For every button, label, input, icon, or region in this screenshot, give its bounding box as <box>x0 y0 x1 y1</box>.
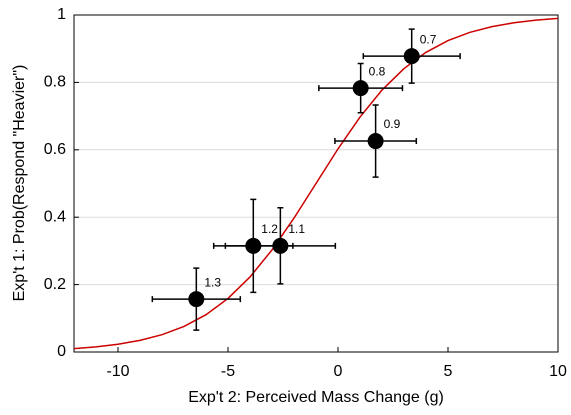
x-tick-label: -10 <box>106 363 129 380</box>
point-label: 1.1 <box>288 222 305 236</box>
x-axis-label: Exp't 2: Perceived Mass Change (g) <box>188 389 444 406</box>
data-point <box>403 48 420 65</box>
y-tick-label: 0.8 <box>44 74 66 91</box>
y-tick-label: 0.6 <box>44 141 66 158</box>
data-point <box>272 237 289 254</box>
point-label: 0.8 <box>369 64 386 78</box>
data-point <box>367 133 384 150</box>
y-tick-label: 0 <box>57 343 66 360</box>
y-tick-label: 0.2 <box>44 276 66 293</box>
x-tick-label: 10 <box>549 363 567 380</box>
data-point <box>352 80 369 97</box>
point-label: 1.2 <box>261 222 278 236</box>
point-label: 0.7 <box>420 32 437 46</box>
x-tick-label: 0 <box>334 363 343 380</box>
plot-frame <box>73 14 559 353</box>
x-tick-label: -5 <box>221 363 235 380</box>
point-label: 0.9 <box>384 117 401 131</box>
data-point <box>188 291 205 308</box>
fit-curve <box>73 17 559 350</box>
y-tick-label: 0.4 <box>44 208 66 225</box>
point-label: 1.3 <box>204 275 221 289</box>
x-tick-label: 5 <box>444 363 453 380</box>
y-axis-label: Exp't 1: Prob(Respond "Heavier") <box>11 65 28 302</box>
y-tick-label: 1 <box>57 6 66 23</box>
